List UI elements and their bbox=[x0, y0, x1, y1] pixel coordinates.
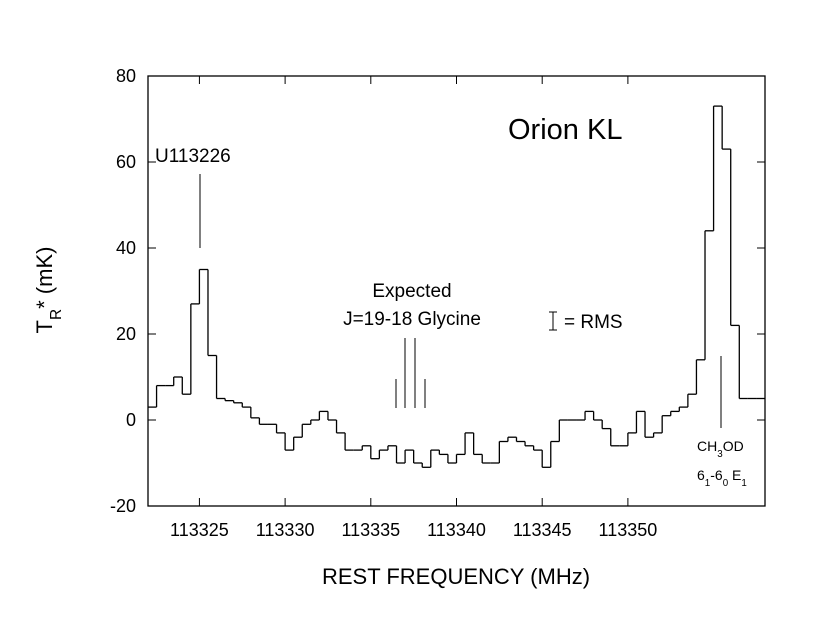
label-part: CH bbox=[697, 438, 717, 454]
transition-label: 61-60 E1 bbox=[697, 467, 747, 489]
label-part: * (mK) bbox=[32, 247, 57, 309]
source-label: Orion KL bbox=[508, 114, 622, 146]
label-part: T bbox=[32, 320, 57, 333]
label-part: 6 bbox=[697, 467, 705, 483]
label-part: 1 bbox=[741, 478, 746, 489]
label-part: -6 bbox=[710, 467, 723, 483]
x-tick-label: 113345 bbox=[513, 520, 572, 540]
plot-frame bbox=[147, 75, 766, 507]
ch3od-label: CH3OD bbox=[697, 438, 744, 460]
expected-label: Expected bbox=[372, 281, 451, 302]
rms-label: = RMS bbox=[564, 312, 623, 333]
label-part: 1 bbox=[705, 478, 710, 489]
label-part: R bbox=[48, 309, 65, 320]
x-tick-label: 113350 bbox=[599, 520, 658, 540]
y-tick-label: 20 bbox=[116, 324, 136, 344]
y-tick-label: 40 bbox=[116, 238, 136, 258]
label-part: 3 bbox=[717, 449, 723, 460]
x-tick-label: 113330 bbox=[256, 520, 315, 540]
x-tick-label: 113335 bbox=[341, 520, 400, 540]
label-part: OD bbox=[723, 438, 744, 454]
y-axis-label: TR* (mK) bbox=[32, 247, 65, 334]
rms-bar bbox=[549, 311, 557, 331]
label-part: 0 bbox=[723, 478, 729, 489]
x-tick-label: 113325 bbox=[170, 520, 229, 540]
glycine-label: J=19-18 Glycine bbox=[343, 309, 481, 330]
x-axis-label: REST FREQUENCY (MHz) bbox=[322, 564, 590, 589]
y-tick-label: 60 bbox=[116, 152, 136, 172]
y-tick-label: -20 bbox=[110, 496, 136, 516]
x-tick-label: 113340 bbox=[427, 520, 486, 540]
y-tick-label: 0 bbox=[126, 410, 136, 430]
u-label: U113226 bbox=[155, 146, 231, 167]
y-tick-label: 80 bbox=[116, 66, 136, 86]
label-part: E bbox=[728, 467, 741, 483]
